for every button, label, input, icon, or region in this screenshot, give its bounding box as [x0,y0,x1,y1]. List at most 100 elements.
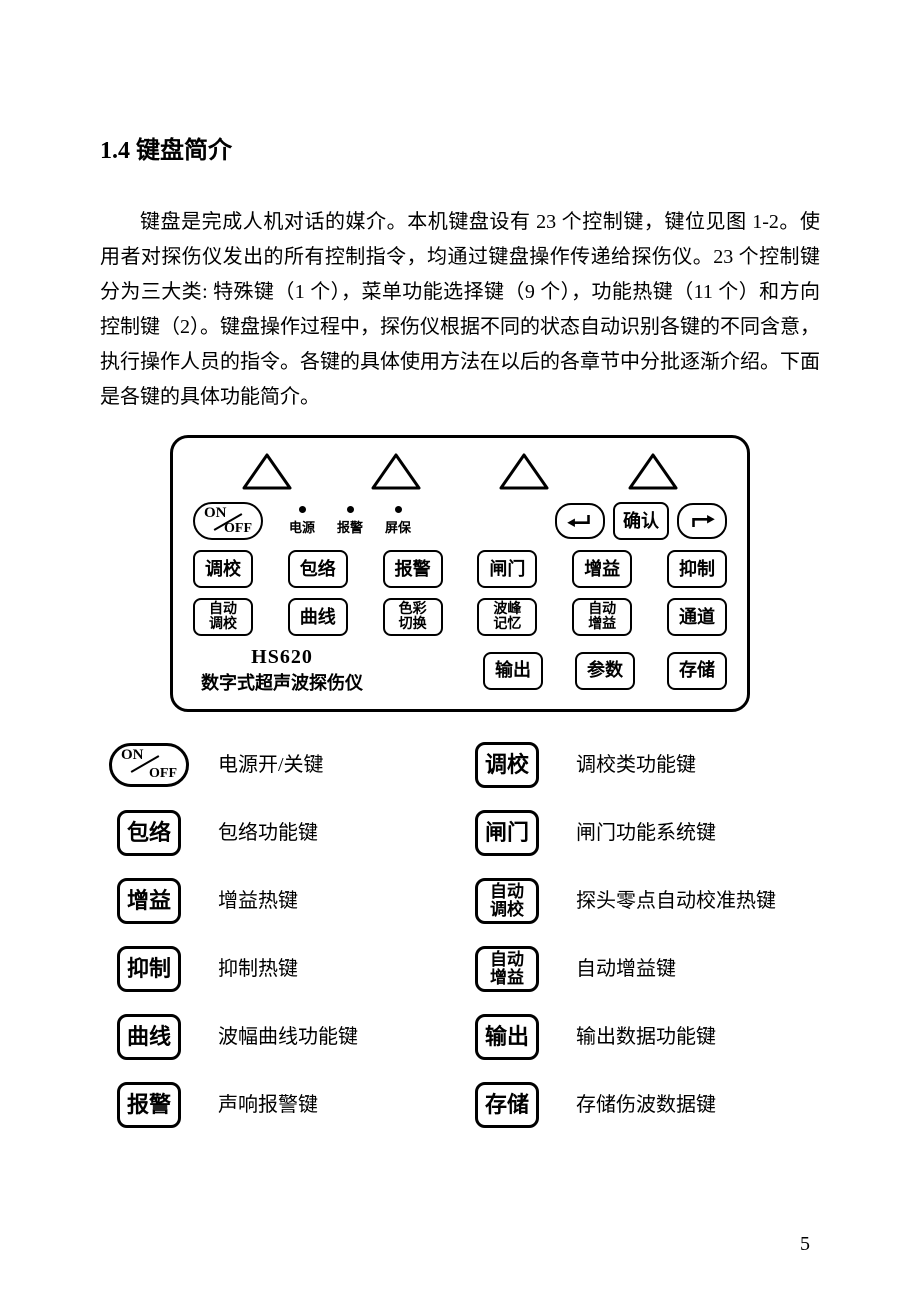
key-shuchu[interactable]: 输出 [483,652,543,690]
legend-desc: 探头零点自动校准热键 [556,887,816,915]
back-arrow-icon [563,510,597,532]
legend-key-zengyi: 增益 [104,878,194,924]
legend-key-label: 包络 [127,821,171,844]
legend-onoff-on: ON [121,748,144,764]
key-label-l2: 记忆 [493,617,521,632]
forward-button[interactable] [677,503,727,539]
led-group: 电源 报警 屏保 [289,506,411,536]
key-label-l1: 波峰 [493,602,521,617]
legend-key-zidongtiaoxiao: 自动 调校 [462,878,552,924]
led-dot [299,506,306,513]
section-title-text: 键盘简介 [136,138,232,164]
key-label-l1: 自动 [209,602,237,617]
legend-desc: 电源开/关键 [198,751,458,779]
legend-desc: 声响报警键 [198,1091,458,1119]
onoff-off-label: OFF [224,522,252,536]
legend-key-cunchu: 存储 [462,1082,552,1128]
legend-key-label: 增益 [127,889,171,912]
keypad-row-5: HS620 数字式超声波探伤仪 输出 参数 存储 [193,646,727,695]
legend-key-onoff: ON OFF [104,743,194,787]
legend-key-label: 调校 [485,753,529,776]
onoff-button[interactable]: ON OFF [193,502,263,540]
key-label-l2: 增益 [588,617,616,632]
legend-key-l1: 自动 [490,951,524,969]
legend-key-label: 抑制 [127,957,171,980]
key-zhamen[interactable]: 闸门 [477,550,537,588]
keypad-row-softkeys [193,452,727,492]
key-label: 闸门 [489,560,525,579]
key-canshu[interactable]: 参数 [575,652,635,690]
led-alarm: 报警 [337,506,363,536]
led-label: 屏保 [385,517,411,536]
legend-key-yizhi: 抑制 [104,946,194,992]
key-label: 调校 [205,560,241,579]
legend-desc: 输出数据功能键 [556,1023,816,1051]
key-legend: ON OFF 电源开/关键 调校 调校类功能键 包络 包络功能键 闸门 闸门功能… [100,742,820,1128]
model-block: HS620 数字式超声波探伤仪 [201,646,363,695]
legend-key-baojing: 报警 [104,1082,194,1128]
key-label: 曲线 [300,608,336,627]
softkey-4[interactable] [626,452,680,492]
key-quxian[interactable]: 曲线 [288,598,348,636]
key-secaiqiehuan[interactable]: 色彩 切换 [383,598,443,636]
legend-key-l2: 增益 [490,969,524,987]
softkey-2[interactable] [369,452,423,492]
legend-desc: 增益热键 [198,887,458,915]
key-baojing[interactable]: 报警 [383,550,443,588]
led-power: 电源 [289,506,315,536]
legend-desc: 调校类功能键 [556,751,816,779]
legend-key-l2: 调校 [490,901,524,919]
legend-key-label: 存储 [485,1093,529,1116]
legend-key-zhamen: 闸门 [462,810,552,856]
key-tiaoxiao[interactable]: 调校 [193,550,253,588]
legend-key-label: 输出 [485,1025,529,1048]
softkey-1[interactable] [240,452,294,492]
section-heading: 1.4 键盘简介 [100,130,820,165]
key-cunchu[interactable]: 存储 [667,652,727,690]
led-dot [347,506,354,513]
legend-key-l1: 自动 [490,883,524,901]
keypad-row-3: 调校 包络 报警 闸门 增益 抑制 [193,550,727,588]
key-bofengjiy[interactable]: 波峰 记忆 [477,598,537,636]
key-label: 报警 [395,560,431,579]
key-zidongzengyi[interactable]: 自动 增益 [572,598,632,636]
page-number: 5 [800,1233,810,1256]
forward-arrow-icon [685,510,719,532]
key-label: 包络 [300,560,336,579]
led-dot [395,506,402,513]
key-label-l2: 调校 [209,617,237,632]
legend-desc: 闸门功能系统键 [556,819,816,847]
key-label-l2: 切换 [399,617,427,632]
legend-desc: 抑制热键 [198,955,458,983]
model-name: 数字式超声波探伤仪 [201,669,363,695]
softkey-3[interactable] [497,452,551,492]
key-label: 参数 [587,661,623,680]
led-label: 电源 [289,517,315,536]
key-yizhi[interactable]: 抑制 [667,550,727,588]
back-button[interactable] [555,503,605,539]
keypad-panel: ON OFF 电源 报警 屏保 确认 调校 [170,435,750,712]
led-screensaver: 屏保 [385,506,411,536]
key-zengyi[interactable]: 增益 [572,550,632,588]
legend-key-label: 闸门 [485,821,529,844]
legend-key-shuchu: 输出 [462,1014,552,1060]
legend-key-quxian: 曲线 [104,1014,194,1060]
confirm-button[interactable]: 确认 [613,502,669,540]
keypad-row-system: ON OFF 电源 报警 屏保 确认 [193,502,727,540]
intro-paragraph: 键盘是完成人机对话的媒介。本机键盘设有 23 个控制键，键位见图 1-2。使用者… [100,205,820,415]
legend-key-tiaoxiao: 调校 [462,742,552,788]
legend-key-label: 曲线 [127,1025,171,1048]
confirm-label: 确认 [623,512,659,531]
key-label: 存储 [679,661,715,680]
legend-desc: 包络功能键 [198,819,458,847]
keypad-row-4: 自动 调校 曲线 色彩 切换 波峰 记忆 自动 增益 通道 [193,598,727,636]
key-label: 输出 [495,661,531,680]
legend-key-label: 报警 [127,1093,171,1116]
key-tongdao[interactable]: 通道 [667,598,727,636]
key-baoluo[interactable]: 包络 [288,550,348,588]
key-label: 通道 [679,608,715,627]
legend-desc: 存储伤波数据键 [556,1091,816,1119]
section-number: 1.4 [100,138,130,164]
legend-desc: 波幅曲线功能键 [198,1023,458,1051]
key-zidongtiaoxiao[interactable]: 自动 调校 [193,598,253,636]
